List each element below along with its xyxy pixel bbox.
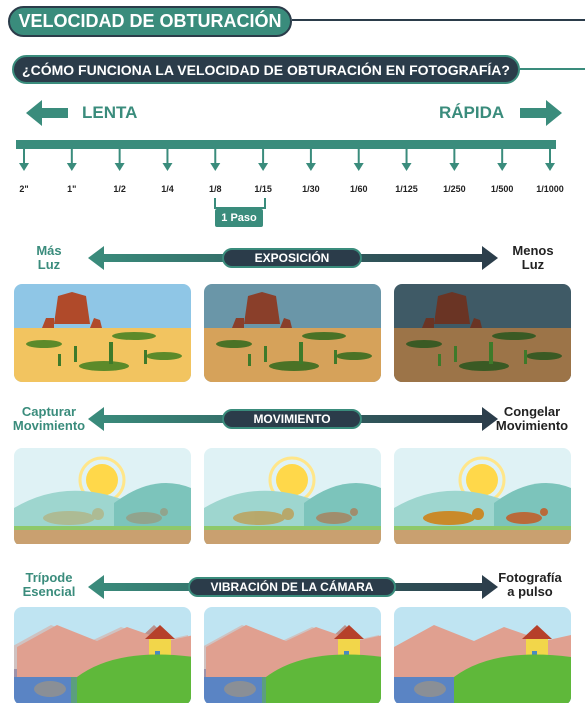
step-bracket: [214, 198, 266, 209]
slow-label: LENTA: [82, 103, 138, 122]
question-divider: [520, 68, 585, 70]
tick-label: 1/125: [395, 184, 418, 194]
house-shake-image: [204, 607, 381, 705]
tick-arrowhead-icon: [162, 163, 173, 171]
tick-arrowhead-icon: [66, 163, 77, 171]
shake-left-label: Trípode Esencial: [22, 570, 76, 599]
tick-label: 1/30: [302, 184, 320, 194]
shutter-scale: [16, 140, 556, 171]
tick-arrowhead-icon: [258, 163, 269, 171]
tick-arrowhead-icon: [305, 163, 316, 171]
tick-label: 1/1000: [536, 184, 564, 194]
tick-label: 1/250: [443, 184, 466, 194]
tick-arrowhead-icon: [19, 163, 29, 171]
tick-arrowhead-icon: [210, 163, 221, 171]
tick-arrowhead-icon: [114, 163, 125, 171]
desert-exposure-image: [14, 284, 191, 382]
motion-pill: MOVIMIENTO: [222, 409, 362, 429]
cheetah-motion-image: [204, 448, 381, 546]
tick-label: 1/8: [209, 184, 222, 194]
question-banner: ¿CÓMO FUNCIONA LA VELOCIDAD DE OBTURACIÓ…: [12, 55, 520, 84]
house-shake-image: [394, 607, 571, 705]
cheetah-motion-image: [14, 448, 191, 546]
tick-arrowhead-icon: [497, 163, 508, 171]
arrow-left-icon: [26, 100, 68, 126]
exposure-right-label: Menos Luz: [512, 243, 554, 272]
exposure-left-label: Más Luz: [36, 243, 62, 272]
tick-label: 2": [19, 184, 29, 194]
tick-arrowhead-icon: [545, 163, 555, 171]
tick-arrowhead-icon: [401, 163, 412, 171]
motion-left-label: Capturar Movimiento: [12, 404, 86, 433]
house-shake-image: [14, 607, 191, 705]
title-divider: [292, 19, 585, 21]
tick-label: 1/15: [254, 184, 272, 194]
shake-pill: VIBRACIÓN DE LA CÁMARA: [188, 577, 396, 597]
exposure-pill: EXPOSICIÓN: [222, 248, 362, 268]
shake-right-label: Fotografía a pulso: [498, 570, 562, 599]
tick-arrowhead-icon: [353, 163, 364, 171]
tick-arrowhead-icon: [449, 163, 460, 171]
desert-exposure-image: [204, 284, 381, 382]
tick-label: 1/60: [349, 184, 368, 194]
tick-label: 1/4: [161, 184, 174, 194]
step-label: 1 Paso: [215, 209, 263, 227]
page-title: VELOCIDAD DE OBTURACIÓN: [8, 6, 292, 37]
desert-exposure-image: [394, 284, 571, 382]
arrow-right-icon: [520, 100, 562, 126]
fast-label: RÁPIDA: [439, 103, 505, 122]
cheetah-motion-image: [394, 448, 571, 546]
tick-label: 1/500: [490, 184, 514, 194]
tick-label: 1/2: [113, 184, 126, 194]
tick-label: 1": [67, 184, 77, 194]
motion-right-label: Congelar Movimiento: [495, 404, 569, 433]
